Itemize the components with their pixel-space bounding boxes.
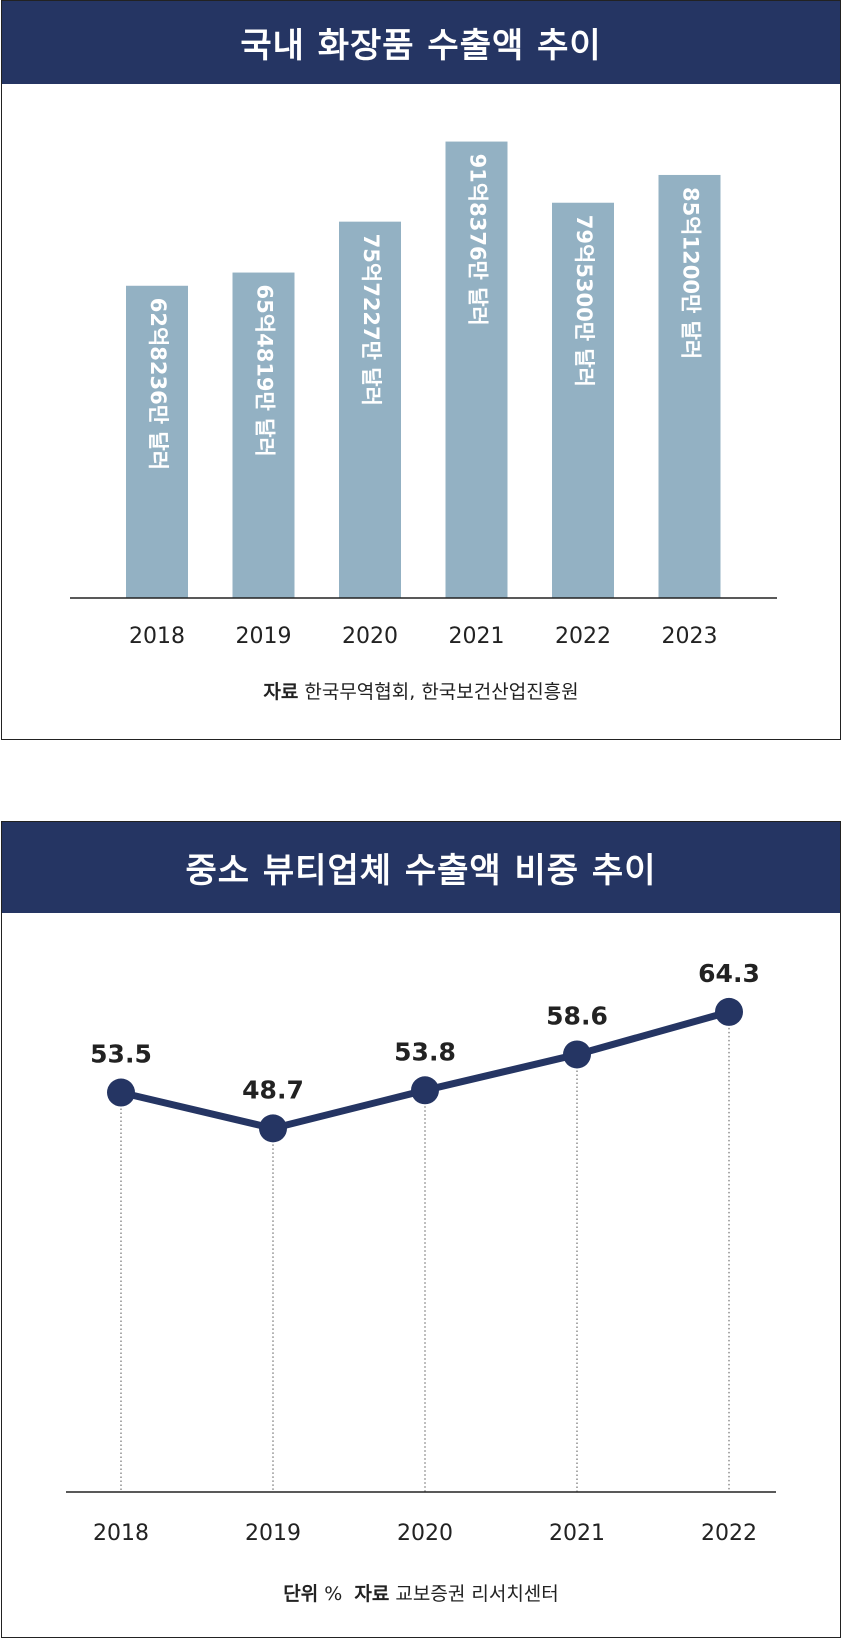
x-tick-label: 2022 [701,1521,757,1546]
x-tick-label: 2021 [549,1521,605,1546]
bar-value-label: 65억4819만 달러 [253,285,277,457]
chart-title: 중소 뷰티업체 수출액 비중 추이 [2,822,840,913]
bar-value-label: 62억8236만 달러 [146,298,170,470]
data-point [563,1040,591,1069]
source-text: 교보증권 리서치센터 [395,1583,559,1605]
x-tick-label: 2020 [342,624,398,649]
data-point [715,997,743,1026]
bar [339,221,401,598]
data-value-label: 53.5 [90,1040,152,1069]
bar [445,141,508,598]
bar-chart-svg: 62억8236만 달러 2018 65억4819만 달러 2019 75억7227만 달… [70,141,777,649]
unit-text: % [324,1583,343,1605]
data-point [411,1076,439,1105]
line-chart-source: 단위 % 자료 교보증권 리서치센터 [2,1579,840,1606]
data-point [259,1114,287,1143]
x-tick-label: 2019 [245,1521,301,1546]
bar-value-label: 91억8376만 달러 [466,154,490,326]
share-line-chart-panel: 중소 뷰티업체 수출액 비중 추이 53.5 2018 48.7 2019 53.8 20… [1,821,841,1638]
bar [658,174,721,598]
bar-value-label: 75억7227만 달러 [359,234,383,406]
x-tick-label: 2022 [555,624,611,649]
chart-title: 국내 화장품 수출액 추이 [2,1,840,84]
x-tick-label: 2021 [449,624,505,649]
line-chart-svg: 53.5 2018 48.7 2019 53.8 2020 58.6 2021 64.3 2022 [66,959,776,1546]
bar-value-label: 79억5300만 달러 [572,215,596,387]
source-label: 자료 [263,681,299,703]
export-bar-chart-panel: 국내 화장품 수출액 추이 62억8236만 달러 2018 65억4819만 달러… [1,0,841,740]
x-tick-label: 2018 [93,1521,149,1546]
source-text: 한국무역협회, 한국보건산업진흥원 [304,681,579,703]
data-value-label: 53.8 [394,1037,456,1066]
data-point [107,1078,135,1107]
x-tick-label: 2020 [397,1521,453,1546]
source-label: 자료 [354,1583,390,1605]
x-tick-label: 2018 [129,624,185,649]
data-value-label: 64.3 [698,959,760,988]
bar [552,202,614,598]
bar-chart-source: 자료 한국무역협회, 한국보건산업진흥원 [2,677,840,704]
bar [232,272,295,598]
bar [126,285,188,598]
x-tick-label: 2019 [236,624,292,649]
x-tick-label: 2023 [662,624,718,649]
unit-label: 단위 [283,1583,319,1605]
data-value-label: 58.6 [546,1001,608,1030]
data-value-label: 48.7 [242,1075,304,1104]
bar-value-label: 85억1200만 달러 [679,187,703,359]
